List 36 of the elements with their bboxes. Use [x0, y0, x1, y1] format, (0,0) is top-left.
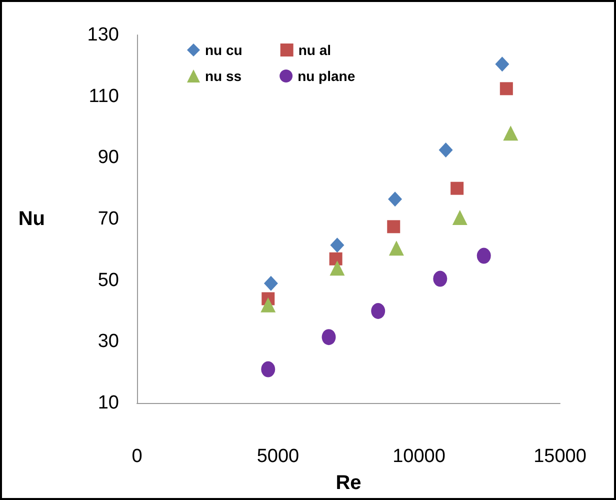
point — [330, 260, 345, 276]
point — [503, 126, 518, 141]
y-tick-label: 90 — [98, 147, 119, 168]
x-tick-label: 15000 — [534, 446, 586, 467]
point — [329, 252, 342, 266]
x-tick-label: 10000 — [392, 446, 446, 467]
x-tick-label: 5000 — [256, 446, 300, 467]
point — [450, 182, 464, 195]
legend-label: nu cu — [205, 42, 242, 58]
point — [261, 361, 276, 378]
point — [476, 248, 491, 264]
point — [452, 210, 468, 225]
legend-label: nu al — [298, 42, 332, 58]
point — [387, 220, 400, 234]
y-tick-label: 110 — [88, 86, 119, 107]
point — [264, 276, 278, 291]
x-axis-title: Re — [336, 472, 362, 494]
y-tick-label: 30 — [98, 331, 119, 352]
y-tick-label: 70 — [98, 208, 119, 230]
legend-label: nu plane — [298, 68, 356, 84]
y-axis-title: Nu — [18, 208, 45, 230]
point — [371, 303, 386, 319]
point — [438, 142, 453, 158]
y-tick-label: 50 — [98, 270, 119, 291]
point — [500, 82, 513, 96]
point — [330, 238, 344, 253]
point — [495, 56, 510, 72]
point — [322, 329, 336, 346]
point — [388, 192, 402, 207]
point — [433, 270, 448, 287]
y-tick-label: 10 — [98, 392, 119, 414]
legend-label: nu ss — [205, 68, 242, 84]
point — [260, 297, 276, 312]
x-tick-label: 0 — [132, 446, 142, 467]
y-tick-label: 130 — [87, 24, 119, 46]
point — [388, 240, 404, 256]
